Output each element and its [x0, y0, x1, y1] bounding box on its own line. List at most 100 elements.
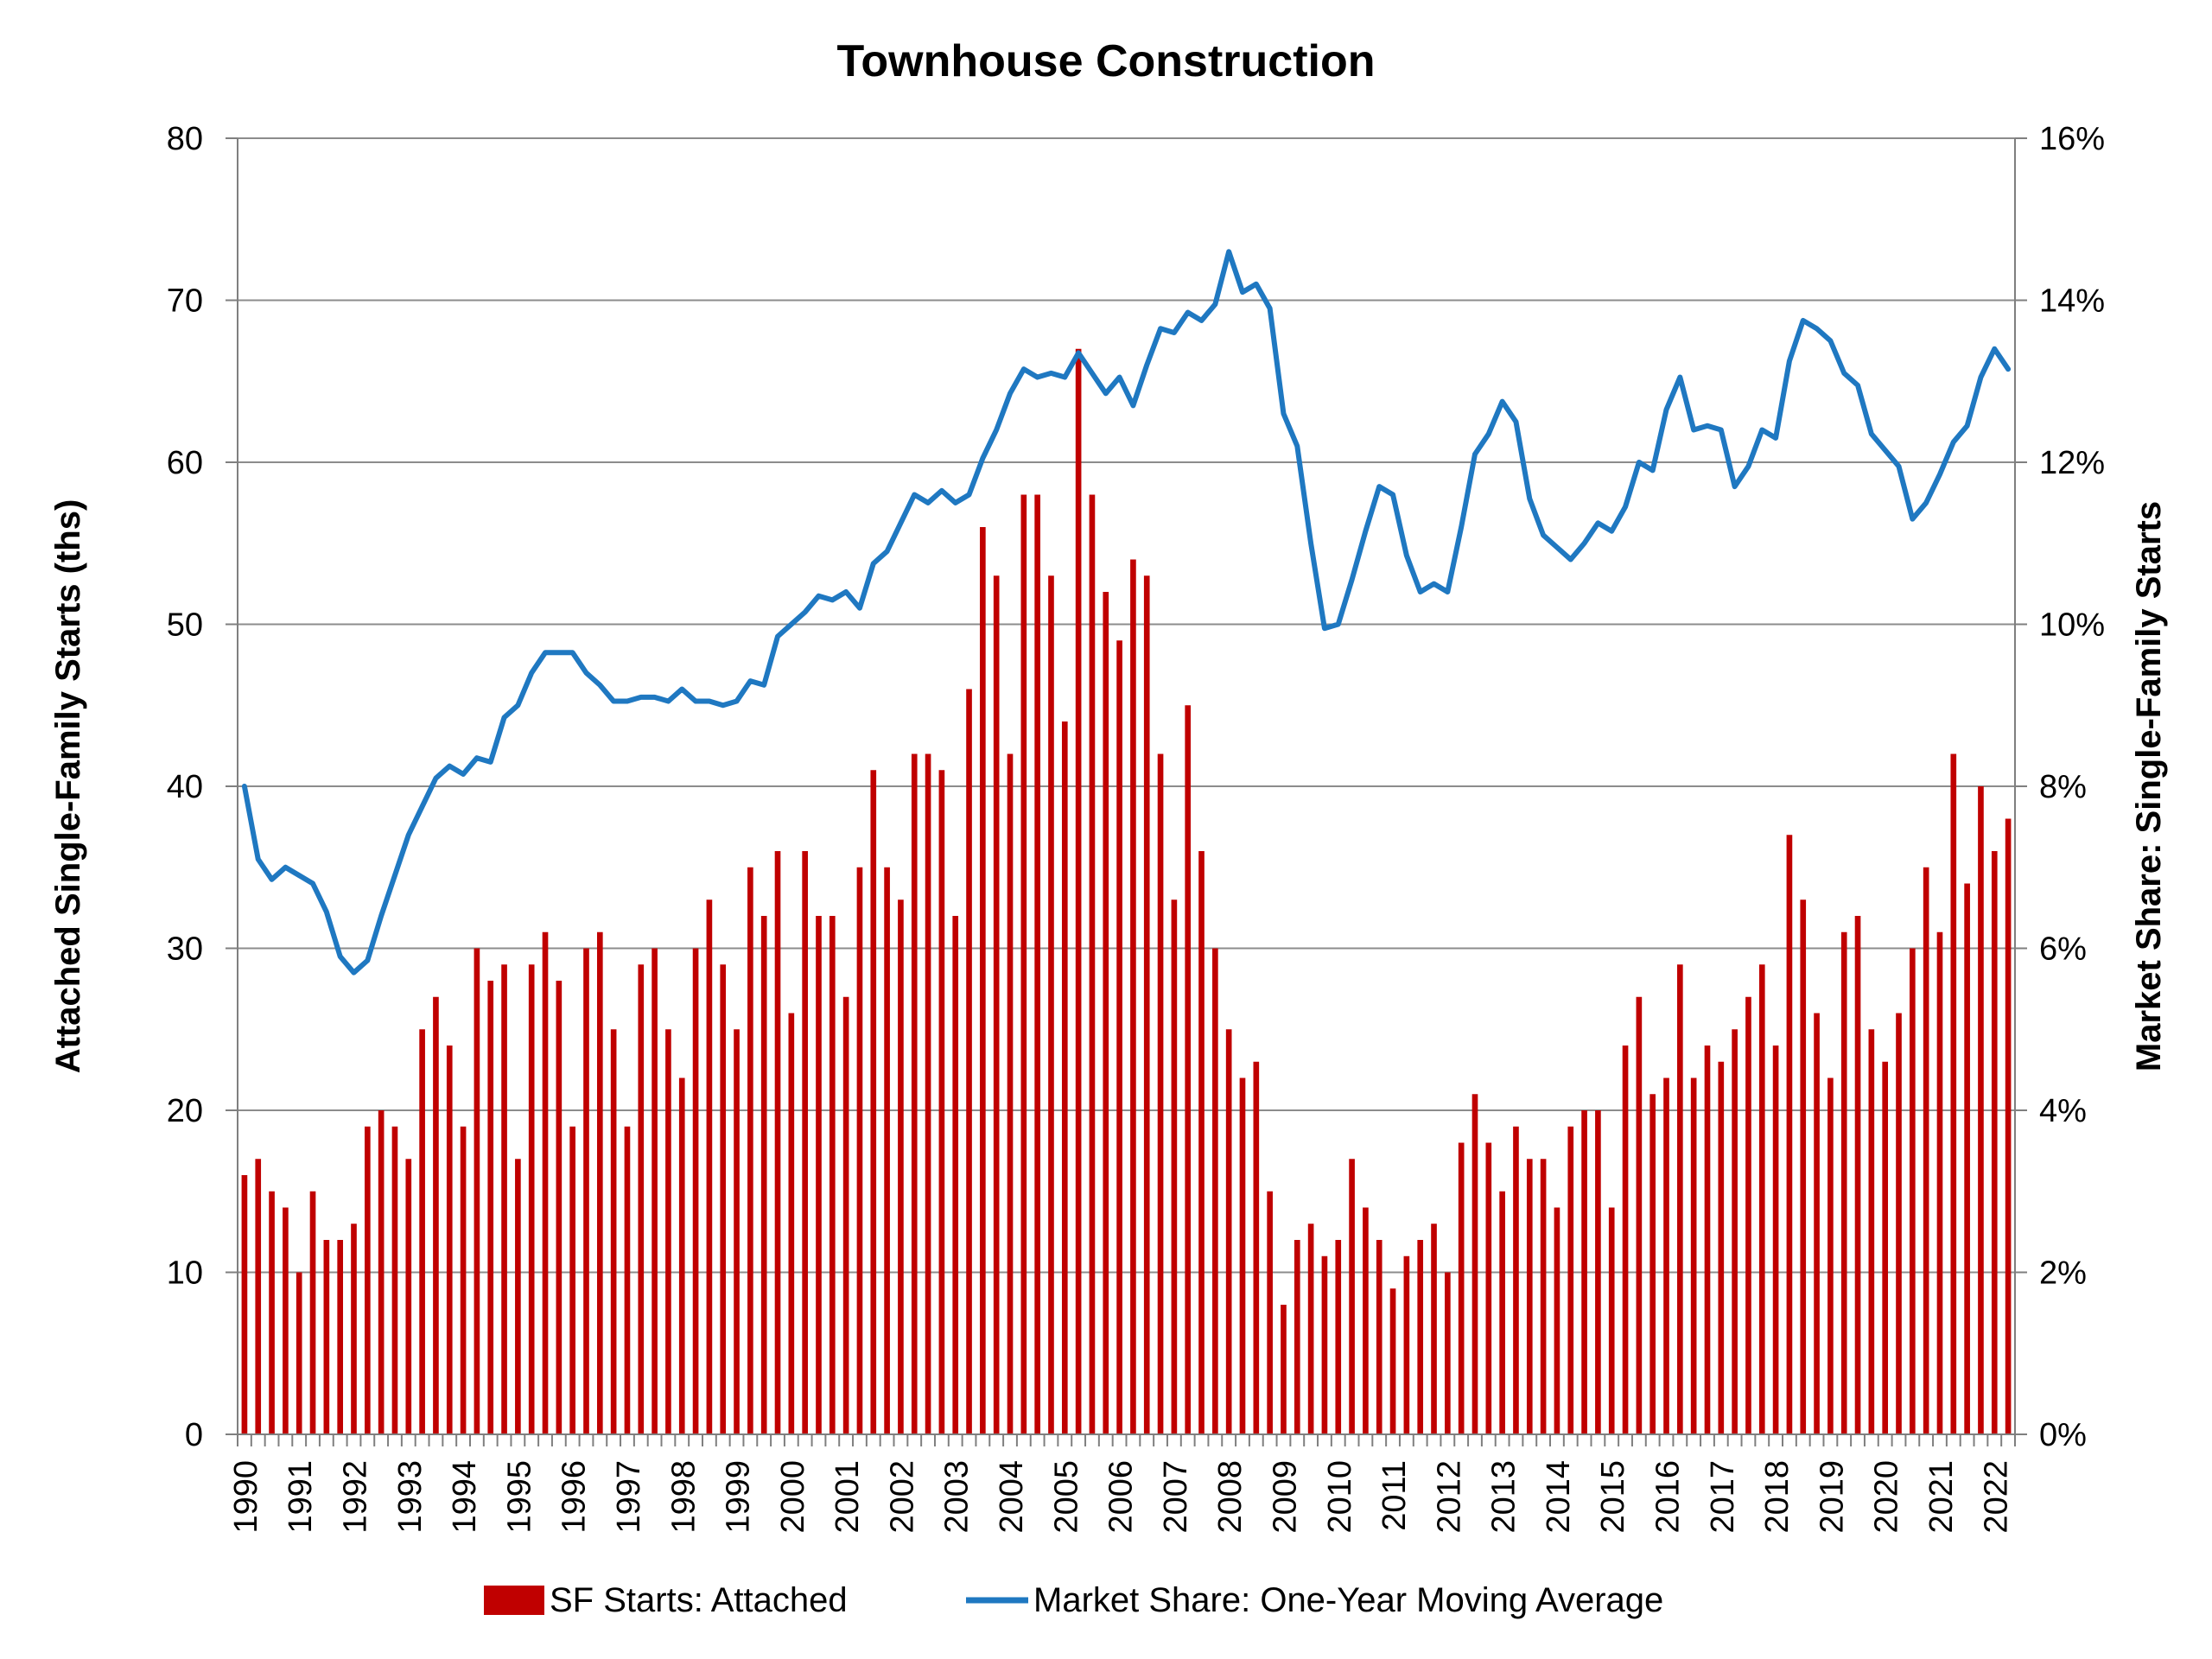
y-tick-left-label: 30 — [167, 931, 203, 968]
x-tick-label: 1991 — [283, 1460, 319, 1534]
bar — [1267, 1191, 1273, 1434]
bar — [323, 1240, 330, 1434]
chart-title: Townhouse Construction — [837, 36, 1376, 86]
x-tick-label: 2017 — [1705, 1460, 1741, 1534]
bar — [720, 964, 727, 1434]
bar — [802, 851, 808, 1434]
bar — [569, 1126, 575, 1434]
bar — [938, 770, 945, 1434]
bar — [487, 981, 494, 1434]
x-tick-label: 2022 — [1978, 1460, 2014, 1534]
bar — [1581, 1110, 1587, 1434]
bar — [706, 899, 713, 1434]
x-tick-label: 2021 — [1923, 1460, 1960, 1534]
bar — [1403, 1255, 1410, 1434]
bar — [1882, 1061, 1889, 1434]
bar — [1772, 1046, 1779, 1434]
x-tick-label: 2006 — [1103, 1460, 1140, 1534]
bar — [1198, 851, 1205, 1434]
x-tick-label: 1995 — [501, 1460, 537, 1534]
bar — [829, 916, 836, 1434]
bar — [1636, 996, 1643, 1434]
bar — [1964, 883, 1970, 1434]
x-tick-label: 2005 — [1048, 1460, 1084, 1534]
bar — [1868, 1029, 1875, 1434]
bar — [952, 916, 959, 1434]
bar — [856, 867, 863, 1434]
bar — [419, 1029, 425, 1434]
x-tick-label: 1990 — [228, 1460, 264, 1534]
y-tick-left-label: 70 — [167, 283, 203, 320]
x-tick-label: 2020 — [1869, 1460, 1905, 1534]
bar — [1978, 786, 1984, 1434]
bar — [1471, 1094, 1478, 1434]
bar — [1499, 1191, 1505, 1434]
bar — [993, 575, 1000, 1434]
x-tick-label: 1994 — [447, 1460, 483, 1534]
bar — [1089, 494, 1096, 1434]
x-tick-label: 2008 — [1212, 1460, 1249, 1534]
bar — [1991, 851, 1998, 1434]
bar — [1225, 1029, 1232, 1434]
bar — [255, 1159, 262, 1434]
bar — [1690, 1077, 1697, 1434]
bar — [1281, 1305, 1287, 1434]
bar — [1307, 1224, 1314, 1434]
y-tick-left-label: 60 — [167, 445, 203, 481]
bar — [1814, 1013, 1820, 1434]
bar — [816, 916, 822, 1434]
ticks-layer: 0 10 20 30 40 50 60 70 80 0% 2% 4% 6% 8% 10% 12% 14% 16% 1… — [167, 121, 2105, 1534]
bar — [842, 996, 849, 1434]
bar — [1376, 1240, 1382, 1434]
bar — [1485, 1142, 1492, 1434]
bar — [966, 689, 972, 1434]
bar — [1663, 1077, 1669, 1434]
bar — [1445, 1272, 1451, 1434]
bar — [884, 867, 890, 1434]
x-tick-label: 1992 — [338, 1460, 374, 1534]
y-tick-right-label: 8% — [2039, 769, 2087, 805]
bar — [1116, 640, 1122, 1434]
bar — [1020, 494, 1027, 1434]
bar — [1075, 348, 1082, 1434]
bar — [624, 1126, 631, 1434]
y-tick-right-label: 4% — [2039, 1093, 2087, 1129]
bars-layer — [241, 348, 2012, 1434]
x-tick-label: 1998 — [665, 1460, 702, 1534]
bar — [1854, 916, 1861, 1434]
bar — [1321, 1255, 1328, 1434]
x-tick-label: 2019 — [1814, 1460, 1850, 1534]
x-tick-label: 2003 — [939, 1460, 976, 1534]
bar — [1745, 996, 1751, 1434]
bar — [556, 981, 563, 1434]
bar — [1417, 1240, 1424, 1434]
bar — [1649, 1094, 1656, 1434]
x-tick-label: 2016 — [1650, 1460, 1687, 1534]
bar — [1513, 1126, 1519, 1434]
y-tick-left-label: 80 — [167, 121, 203, 157]
bar — [1130, 559, 1136, 1434]
bar — [1007, 753, 1014, 1434]
bar — [1595, 1110, 1601, 1434]
bar — [296, 1272, 302, 1434]
bar — [678, 1077, 685, 1434]
line-layer — [241, 249, 2012, 976]
bar — [1389, 1288, 1396, 1434]
x-tick-label: 2004 — [994, 1460, 1030, 1534]
y-axis-right-title: Market Share: Single-Family Starts — [2130, 501, 2168, 1071]
x-tick-label: 1997 — [611, 1460, 647, 1534]
x-tick-label: 1996 — [556, 1460, 593, 1534]
legend: SF Starts: Attached Market Share: One-Ye… — [484, 1581, 1663, 1619]
y-tick-right-label: 14% — [2039, 283, 2105, 320]
bar — [1923, 867, 1929, 1434]
bar — [1758, 964, 1765, 1434]
bar — [405, 1159, 412, 1434]
legend-swatch-bar — [484, 1586, 544, 1615]
x-tick-label: 2000 — [775, 1460, 811, 1534]
bar — [446, 1046, 453, 1434]
bar — [760, 916, 767, 1434]
bar — [542, 931, 549, 1434]
bar — [460, 1126, 467, 1434]
bar — [1239, 1077, 1246, 1434]
